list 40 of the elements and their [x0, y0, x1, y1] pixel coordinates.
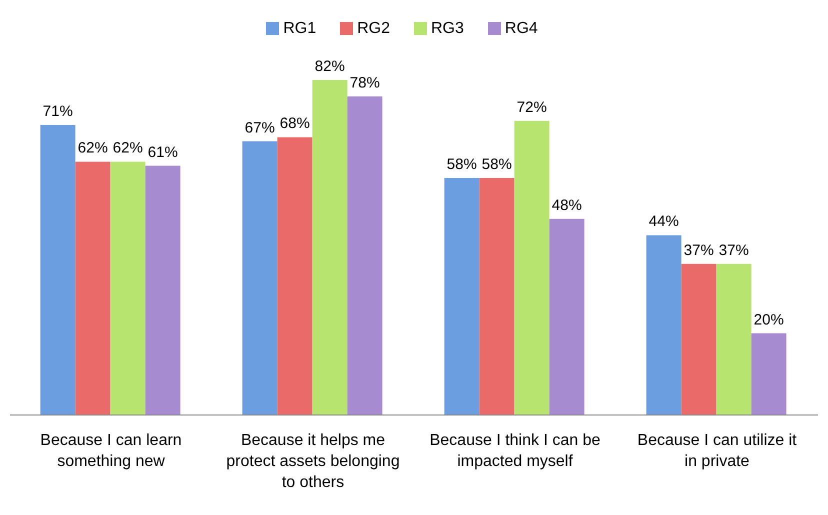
x-tick-label: Because I can utilize it in private	[637, 432, 798, 470]
x-tick-label: Because I can learn something new	[40, 432, 182, 470]
bar	[75, 162, 110, 415]
bar	[110, 162, 146, 415]
data-label: 72%	[516, 98, 547, 116]
data-label: 20%	[754, 311, 784, 328]
data-label: 67%	[244, 119, 275, 136]
bar	[145, 166, 180, 415]
legend-label: RG4	[504, 20, 538, 37]
data-label: 37%	[718, 242, 749, 259]
data-label: 82%	[314, 58, 345, 75]
bar	[347, 96, 382, 415]
bar	[549, 218, 584, 415]
data-label: 78%	[350, 74, 380, 92]
bar	[40, 124, 76, 415]
data-label: 68%	[280, 115, 310, 132]
bar	[751, 333, 786, 415]
x-tick-label: Because it helps me protect assets belonging to others	[226, 432, 400, 491]
bar	[716, 264, 752, 415]
data-label: 62%	[78, 140, 108, 157]
bar	[312, 80, 348, 415]
bar	[444, 178, 480, 415]
data-label: 37%	[684, 242, 714, 259]
data-label: 61%	[148, 144, 178, 161]
bar	[646, 235, 682, 415]
legend-label: RG3	[431, 20, 464, 37]
bar	[681, 264, 716, 415]
x-tick-label: Because I think I can be impacted myself	[430, 432, 600, 470]
legend-label: RG1	[283, 20, 316, 37]
bar	[277, 137, 312, 415]
data-label: 58%	[446, 156, 477, 174]
data-label: 48%	[552, 196, 582, 214]
data-label: 71%	[42, 102, 73, 120]
legend-label: RG2	[357, 20, 390, 37]
bar	[479, 178, 514, 415]
bar	[514, 120, 550, 415]
data-label: 44%	[648, 213, 679, 230]
data-label: 62%	[112, 140, 143, 157]
bar	[242, 141, 278, 415]
data-label: 58%	[482, 156, 512, 174]
